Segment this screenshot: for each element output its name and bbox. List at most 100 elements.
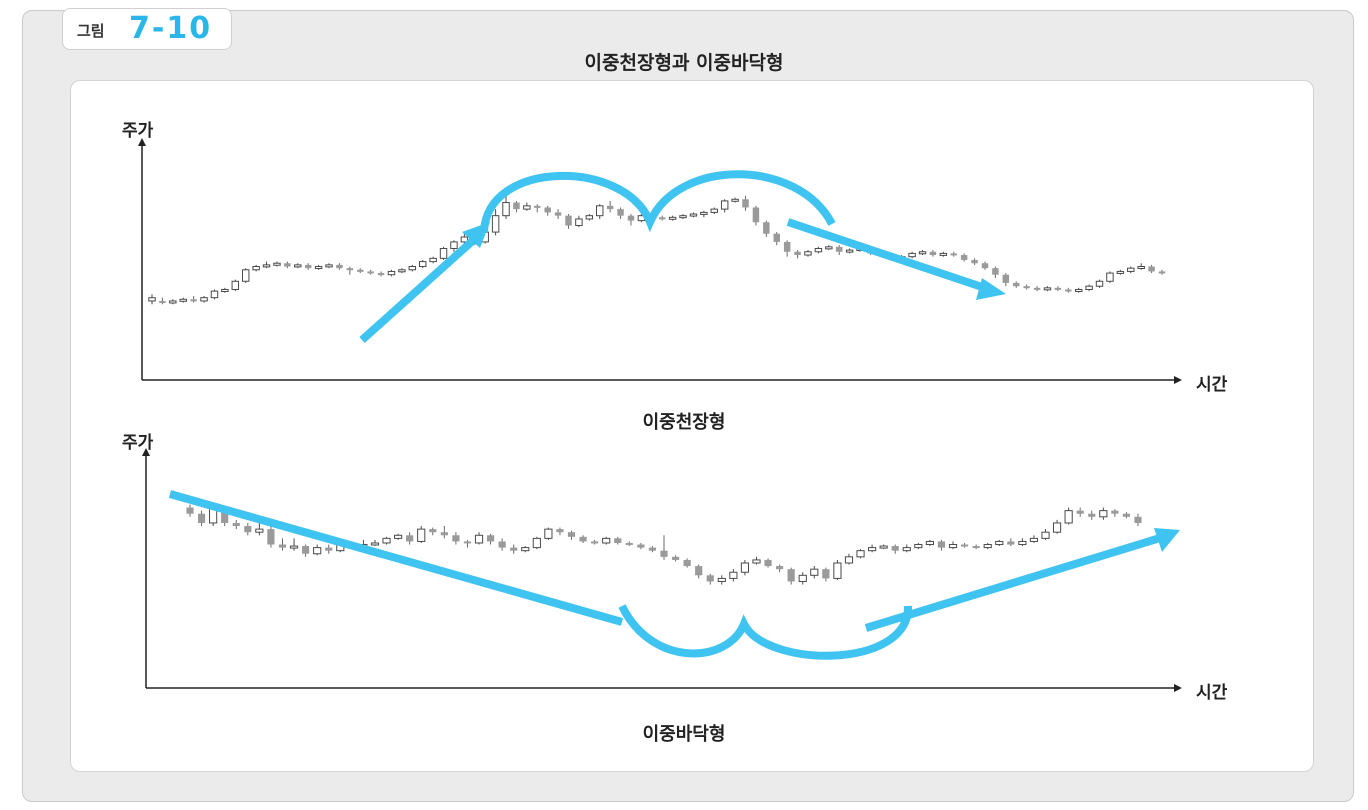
candle-up [418,261,427,268]
candle-down [452,535,460,542]
candle-down [763,222,770,234]
candle-down [660,550,668,557]
figure-prefix: 그림 [77,22,105,40]
candle-down [783,241,791,252]
candle-down [498,541,506,548]
candle-up [1116,270,1125,274]
candle-up [804,251,812,256]
candle-up [752,559,761,564]
bottom-y-label: 주가 [122,433,154,453]
candle-down [406,535,414,542]
candle-up [914,544,923,549]
candle-up [1095,280,1104,287]
candle-up [731,198,739,202]
candle-down [1007,541,1015,545]
candle-up [252,266,260,271]
candle-down [463,541,472,544]
candle-up [825,246,833,250]
candle-up [169,300,177,304]
candle-down [565,215,572,226]
candle-down [304,264,312,269]
top-double-hump [480,170,836,233]
candle-up [429,257,437,263]
candle-up [314,266,323,270]
candle-down [513,202,520,210]
candle-down [794,251,801,256]
candle-down [544,207,551,213]
candle-up [417,528,426,542]
top-rising-arrow [359,233,481,343]
bottom-caption: 이중바닥형 [642,724,726,745]
candle-up [1085,285,1093,290]
bottom-falling-arrow [168,490,624,626]
candle-up [833,562,842,579]
candle-down [617,209,624,216]
candle-down [981,263,989,269]
candle-down [579,536,587,542]
candle-down [614,538,622,543]
candle-down [606,205,614,210]
candle-down [960,255,968,260]
candle-up [294,264,302,268]
candle-up [241,269,250,282]
bottom-x-label: 시간 [1196,683,1228,703]
candle-up [1074,288,1083,292]
candle-up [814,247,823,253]
candle-up [1099,510,1108,518]
double-top-annotation [359,170,1006,343]
candle-down [567,532,576,537]
candle-down [822,569,830,579]
candle-up [798,574,807,582]
candle-down [706,575,714,582]
figure-number: 7-10 [129,11,213,46]
candle-up [370,542,380,546]
candle-up [1041,531,1050,539]
candle-up [1106,272,1114,282]
candle-up [532,537,541,549]
double-bottom-annotation [168,490,1180,660]
candle-up [868,547,877,552]
candle-up [387,270,396,276]
bottom-rising-arrowhead [1154,528,1180,552]
candle-up [523,205,531,210]
candle-up [221,288,229,292]
candle-down [278,544,287,548]
candle-down [336,264,343,269]
candle-down [554,212,562,216]
candle-up [948,544,958,549]
candle-up [460,236,469,243]
candle-down [695,566,703,576]
candle-up [939,252,948,256]
candle-up [544,528,553,539]
candle-down [929,251,937,256]
candle-up [925,540,934,546]
candle-down [367,271,374,274]
figure-title: 이중천장형과 이중바닥형 [584,52,784,74]
top-y-label: 주가 [122,121,154,141]
candle-up [995,540,1004,546]
candle-down [637,544,645,548]
candle-down [1023,286,1030,289]
candle-down [429,529,437,533]
candle-up [740,562,750,573]
candle-down [232,522,240,527]
candle-down [1134,516,1142,523]
candle-up [700,211,708,215]
candle-up [902,547,911,552]
candle-up [289,545,299,549]
candle-up [313,547,322,555]
candle-up [856,550,865,558]
candle-up [602,537,611,544]
candle-down [377,273,385,276]
candle-down [325,547,333,551]
candle-up [255,528,264,533]
candle-up [1064,510,1073,524]
candle-down [961,544,969,547]
candle-up [918,251,927,255]
candle-up [710,208,718,213]
candle-down [891,546,899,551]
candle-up [179,298,187,302]
candle-down [671,556,680,560]
candle-up [439,247,448,259]
candle-up [585,215,594,220]
